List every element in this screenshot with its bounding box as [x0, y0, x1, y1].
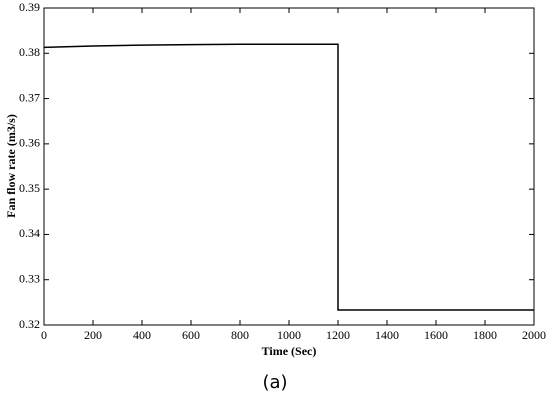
caption: (a)	[262, 372, 287, 393]
plot-frame	[43, 7, 535, 326]
y-tick-label: 0.39	[19, 0, 40, 14]
x-tick-label: 400	[133, 328, 151, 342]
x-tick-label: 1600	[424, 328, 448, 342]
x-tick-label: 600	[182, 328, 200, 342]
y-tick-label: 0.38	[19, 45, 40, 59]
x-tick-label: 0	[41, 328, 47, 342]
x-tick-label: 1000	[277, 328, 301, 342]
x-tick-label: 1400	[375, 328, 399, 342]
data-line	[43, 43, 534, 311]
y-tick-label: 0.35	[19, 181, 40, 195]
x-tick-label: 800	[231, 328, 249, 342]
y-tick-label: 0.34	[19, 226, 40, 240]
y-tick-label: 0.37	[19, 90, 40, 104]
x-tick-label: 1800	[473, 328, 497, 342]
x-tick-label: 200	[84, 328, 102, 342]
x-tick-label: 1200	[326, 328, 350, 342]
x-tick-label: 2000	[522, 328, 546, 342]
y-axis-label: Fan flow rate (m3/s)	[4, 114, 18, 218]
y-tick-label: 0.32	[19, 317, 40, 331]
x-axis-label: Time (Sec)	[262, 344, 317, 358]
y-tick-label: 0.33	[19, 271, 40, 285]
y-tick-label: 0.36	[19, 136, 40, 150]
